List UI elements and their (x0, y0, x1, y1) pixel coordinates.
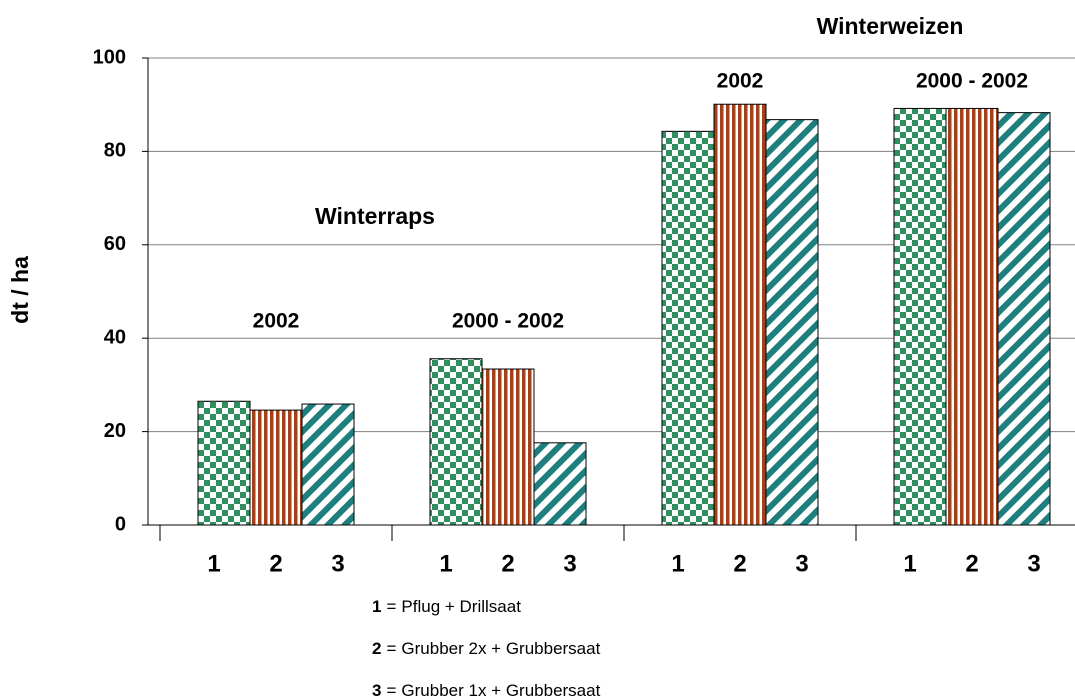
y-tick-label: 100 (93, 46, 126, 68)
bar (301, 403, 355, 526)
bar (997, 112, 1051, 526)
legend-separator: = (386, 639, 396, 658)
x-tick-label: 2 (501, 550, 514, 577)
x-tick-label: 3 (795, 550, 808, 577)
legend-key: 3 (372, 681, 381, 698)
bar (197, 400, 251, 526)
legend-label: Grubber 1x + Grubbersaat (401, 681, 600, 698)
bar (765, 119, 819, 526)
bar (429, 358, 483, 526)
bar (533, 442, 587, 526)
legend-entry: 3 = Grubber 1x + Grubbersaat (372, 681, 601, 698)
y-tick-label: 80 (104, 140, 126, 162)
annotation: Winterraps (315, 203, 435, 229)
group-label: 2002 (717, 70, 764, 93)
y-axis-label: dt / ha (7, 256, 33, 324)
x-tick-label: 3 (563, 550, 576, 577)
bar (713, 103, 767, 526)
legend-label: Pflug + Drillsaat (401, 597, 521, 616)
y-tick-label: 60 (104, 233, 126, 255)
legend-entry: 1 = Pflug + Drillsaat (372, 597, 521, 616)
x-tick-label: 3 (1027, 550, 1040, 577)
bar (945, 107, 999, 526)
legend-entry: 2 = Grubber 2x + Grubbersaat (372, 639, 601, 658)
y-tick-label: 20 (104, 420, 126, 442)
x-tick-label: 2 (269, 550, 282, 577)
y-tick-label: 40 (104, 326, 126, 348)
group-label: 2000 - 2002 (916, 70, 1028, 93)
legend-label: Grubber 2x + Grubbersaat (401, 639, 600, 658)
x-tick-label: 2 (965, 550, 978, 577)
legend-separator: = (386, 597, 396, 616)
x-tick-label: 1 (439, 550, 452, 577)
annotation: Winterweizen (817, 13, 964, 39)
x-tick-label: 3 (331, 550, 344, 577)
x-tick-label: 1 (903, 550, 916, 577)
group-label: 2002 (253, 310, 300, 333)
x-tick-label: 2 (733, 550, 746, 577)
x-tick-label: 1 (671, 550, 684, 577)
x-tick-label: 1 (207, 550, 220, 577)
bar (249, 409, 303, 526)
legend-key: 2 (372, 639, 381, 658)
legend-key: 1 (372, 597, 381, 616)
bar (481, 368, 535, 526)
legend-separator: = (386, 681, 396, 698)
bar (661, 130, 715, 526)
y-tick-label: 0 (115, 513, 126, 535)
group-label: 2000 - 2002 (452, 310, 564, 333)
bar (893, 107, 947, 526)
